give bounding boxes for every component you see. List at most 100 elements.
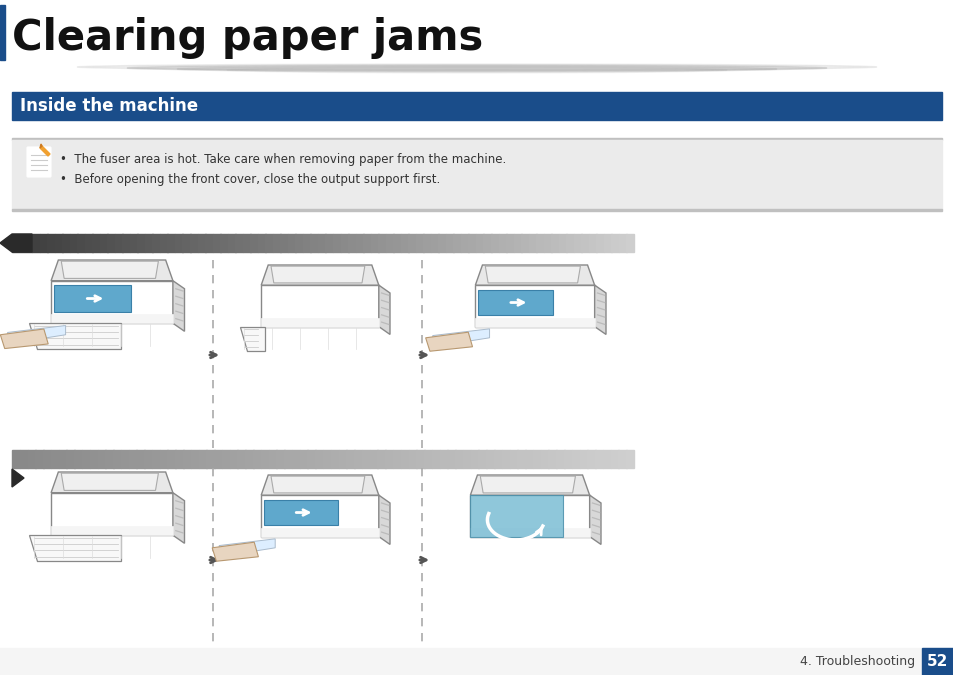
Bar — [408, 234, 416, 252]
Bar — [468, 234, 476, 252]
Bar — [551, 234, 558, 252]
Bar — [235, 234, 243, 252]
Bar — [346, 450, 355, 468]
Bar — [460, 234, 469, 252]
Polygon shape — [212, 542, 258, 561]
Bar — [447, 450, 456, 468]
Bar — [483, 234, 491, 252]
Polygon shape — [30, 535, 121, 560]
Bar — [491, 234, 498, 252]
Polygon shape — [61, 261, 158, 278]
Text: Clearing paper jams: Clearing paper jams — [12, 17, 483, 59]
Bar — [595, 450, 602, 468]
Bar — [261, 528, 378, 537]
Polygon shape — [475, 265, 594, 285]
Bar — [288, 234, 295, 252]
Bar — [280, 234, 288, 252]
Bar — [462, 450, 471, 468]
Polygon shape — [425, 332, 472, 351]
Bar — [159, 450, 168, 468]
Bar — [611, 234, 618, 252]
Bar — [51, 450, 59, 468]
Bar — [543, 234, 551, 252]
Polygon shape — [594, 285, 605, 334]
Polygon shape — [0, 329, 49, 348]
Bar — [587, 450, 595, 468]
Bar — [182, 234, 191, 252]
Polygon shape — [470, 495, 589, 537]
Bar — [12, 138, 941, 140]
Bar — [494, 450, 502, 468]
Bar — [152, 450, 160, 468]
Bar — [230, 450, 237, 468]
Polygon shape — [261, 495, 378, 537]
Bar — [250, 234, 258, 252]
Bar — [439, 450, 447, 468]
Bar — [20, 450, 28, 468]
Bar — [361, 450, 370, 468]
Bar — [540, 450, 548, 468]
Polygon shape — [261, 475, 378, 495]
Polygon shape — [589, 495, 600, 545]
Bar — [39, 234, 48, 252]
Bar — [205, 234, 213, 252]
Bar — [377, 450, 385, 468]
Polygon shape — [51, 472, 172, 493]
Bar — [445, 234, 454, 252]
Bar — [260, 450, 269, 468]
Bar — [43, 450, 51, 468]
Polygon shape — [40, 146, 50, 156]
Bar — [333, 234, 340, 252]
Bar — [295, 234, 303, 252]
Text: 52: 52 — [926, 653, 947, 668]
Bar — [370, 234, 378, 252]
Polygon shape — [477, 290, 553, 315]
Bar — [603, 234, 611, 252]
Bar — [245, 450, 253, 468]
Bar — [596, 234, 604, 252]
Bar — [317, 234, 326, 252]
Bar — [77, 234, 85, 252]
Polygon shape — [271, 266, 364, 283]
Bar — [269, 450, 276, 468]
Polygon shape — [485, 266, 579, 283]
Bar — [314, 450, 323, 468]
Bar — [303, 234, 311, 252]
Bar — [12, 92, 941, 120]
Bar — [416, 450, 424, 468]
Polygon shape — [172, 493, 184, 543]
Bar — [92, 234, 100, 252]
Polygon shape — [51, 281, 172, 323]
Bar — [242, 234, 251, 252]
Bar — [340, 234, 348, 252]
Ellipse shape — [227, 67, 726, 73]
Bar — [168, 450, 175, 468]
Polygon shape — [12, 469, 24, 487]
Bar — [310, 234, 318, 252]
Bar — [220, 234, 228, 252]
Bar — [470, 528, 589, 537]
Bar — [423, 234, 431, 252]
Bar — [478, 450, 486, 468]
Bar — [501, 450, 510, 468]
Bar — [284, 450, 292, 468]
Bar — [129, 450, 137, 468]
Bar — [228, 234, 235, 252]
Bar — [610, 450, 618, 468]
Bar — [105, 450, 113, 468]
Bar — [197, 234, 205, 252]
Bar — [323, 450, 331, 468]
Bar — [476, 234, 483, 252]
Bar — [408, 450, 416, 468]
Bar — [107, 234, 115, 252]
Bar — [498, 234, 506, 252]
Bar — [213, 450, 222, 468]
Bar — [145, 234, 152, 252]
Bar — [400, 234, 408, 252]
Bar — [536, 234, 543, 252]
Polygon shape — [0, 234, 32, 252]
Bar — [520, 234, 529, 252]
Bar — [625, 450, 634, 468]
Bar — [51, 526, 172, 535]
Bar — [921, 648, 953, 675]
